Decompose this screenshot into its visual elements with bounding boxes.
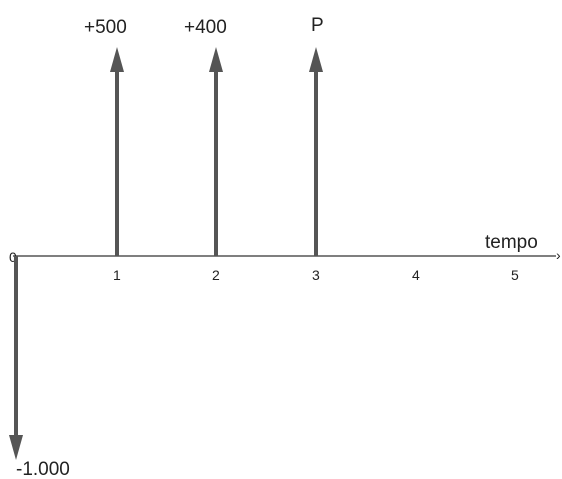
arrowhead-up-icon bbox=[309, 47, 323, 72]
tick-label-0: 0 bbox=[9, 249, 17, 265]
cash-flow-label-2: +400 bbox=[184, 17, 227, 38]
tick-label-2: 2 bbox=[212, 267, 220, 283]
arrowhead-up-icon bbox=[110, 47, 124, 72]
cash-flow-label-0: -1.000 bbox=[16, 459, 70, 479]
arrowhead-down-icon bbox=[9, 435, 23, 460]
axis-title: tempo bbox=[485, 232, 538, 253]
tick-label-5: 5 bbox=[511, 267, 519, 283]
tick-label-1: 1 bbox=[113, 267, 121, 283]
tick-label-4: 4 bbox=[412, 267, 420, 283]
tick-label-3: 3 bbox=[312, 267, 320, 283]
arrowhead-up-icon bbox=[209, 47, 223, 72]
cash-flow-label-1: +500 bbox=[84, 17, 127, 38]
axis-end-mark: › bbox=[556, 247, 561, 263]
cash-flow-label-3: P bbox=[311, 15, 324, 36]
